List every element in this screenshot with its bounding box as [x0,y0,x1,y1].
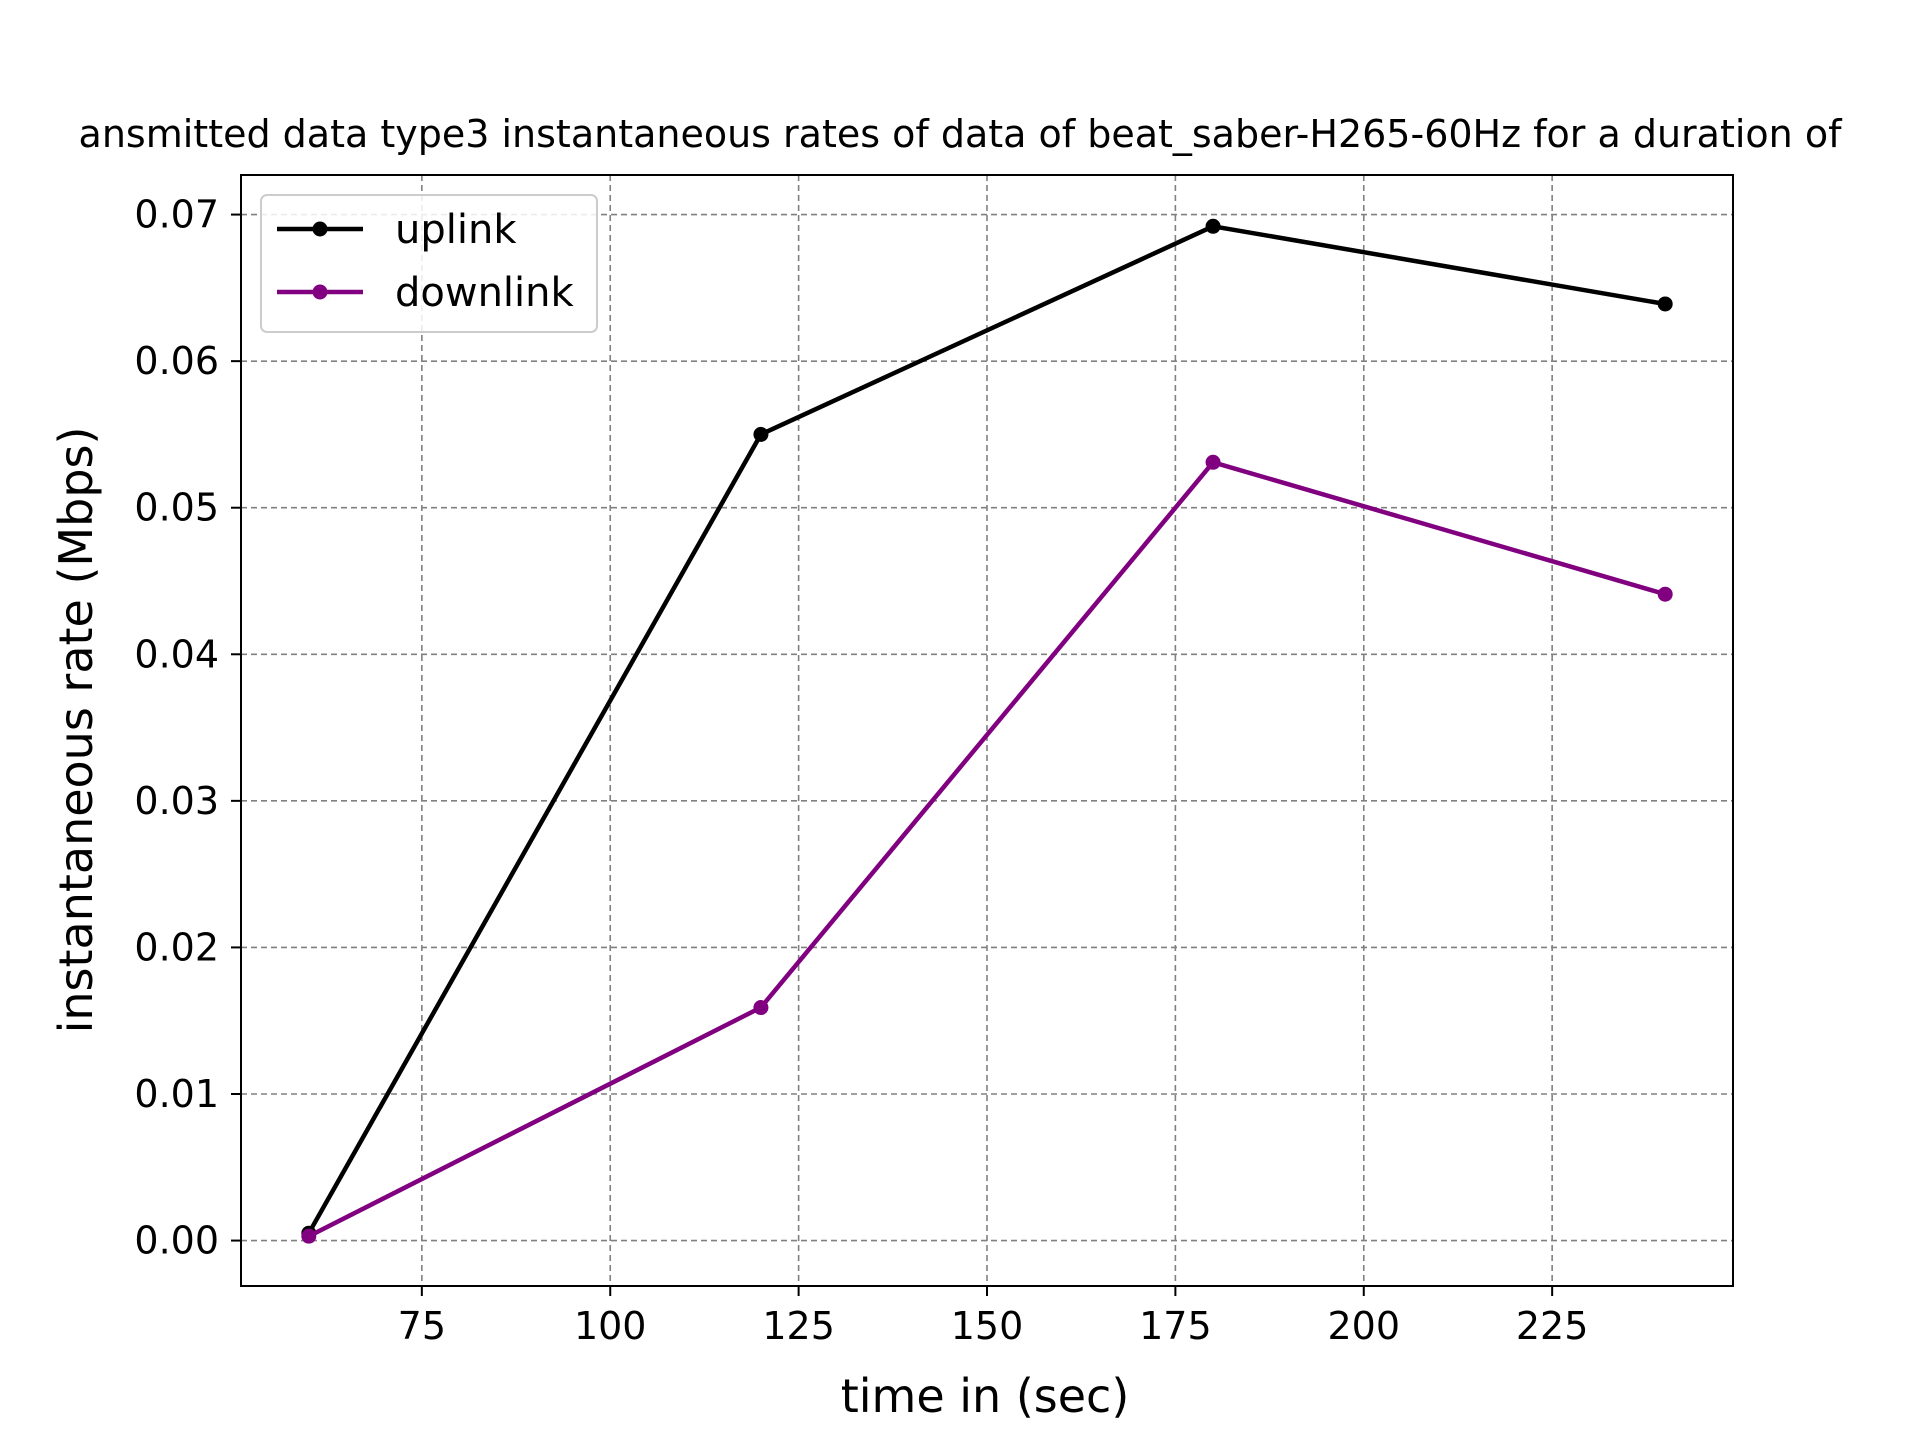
x-tick-label: 175 [1139,1304,1212,1348]
legend: uplink downlink [260,194,598,333]
x-tick-label: 150 [951,1304,1024,1348]
y-tick-label: 0.06 [134,339,219,383]
ticks: 75 100 125 150 175 200 225 0.00 0.01 0.02 0.03 0.04… [134,193,1588,1348]
series-line-uplink [306,224,1666,1235]
x-tick-label: 100 [574,1304,647,1348]
data-point-uplink [753,426,769,442]
series-layer [301,218,1673,1244]
y-tick-label: 0.03 [134,779,219,823]
x-tick-label: 225 [1516,1304,1589,1348]
chart-title: ansmitted data type3 instantaneous rates… [79,112,1844,156]
y-tick-label: 0.02 [134,925,219,969]
x-tick-label: 125 [762,1304,835,1348]
y-tick-label: 0.01 [134,1072,219,1116]
y-axis-title: instantaneous rate (Mbps) [49,427,103,1034]
data-point-downlink [1205,454,1221,470]
x-tick-label: 200 [1328,1304,1401,1348]
y-tick-label: 0.07 [134,193,219,237]
y-tick-label: 0.00 [134,1219,219,1263]
y-tick-label: 0.05 [134,486,219,530]
legend-marker-downlink [312,284,328,300]
legend-label-uplink: uplink [395,207,517,253]
data-point-downlink [301,1228,317,1244]
data-point-downlink [1657,586,1673,602]
x-tick-label: 75 [398,1304,446,1348]
x-axis-title: time in (sec) [841,1369,1130,1423]
grid [241,175,1733,1286]
y-tick-label: 0.04 [134,632,219,676]
legend-marker-uplink [312,221,328,237]
data-point-uplink [1657,296,1673,312]
series-line-downlink [307,460,1666,1239]
data-point-uplink [1205,218,1221,234]
data-point-downlink [753,1000,769,1016]
legend-label-downlink: downlink [395,270,575,316]
